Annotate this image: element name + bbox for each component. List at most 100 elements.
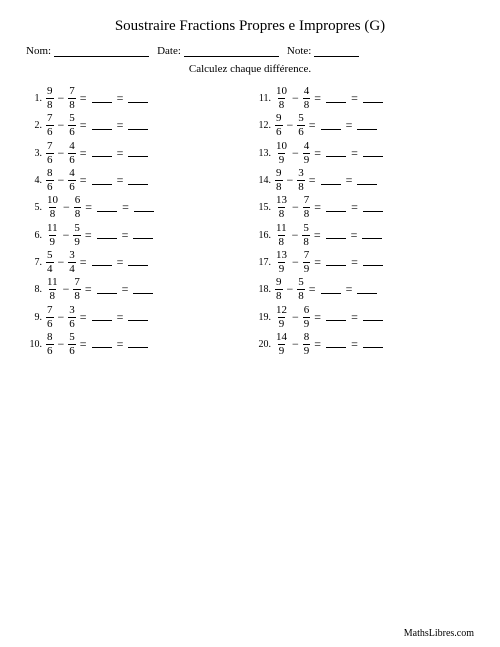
denominator: 6 [46,344,54,357]
note-line[interactable] [314,45,359,57]
answer-blank[interactable] [92,122,112,130]
answer-blank[interactable] [326,340,346,348]
denominator: 8 [73,289,81,302]
problem-number: 9. [26,312,46,323]
equals-sign: = [76,118,91,133]
answer-blank[interactable] [363,149,383,157]
answer-blank[interactable] [321,122,341,130]
denominator: 6 [297,125,305,138]
numerator: 3 [68,250,76,262]
equals-sign: = [347,228,362,243]
answer-blank[interactable] [92,313,112,321]
answer-blank[interactable] [92,258,112,266]
numerator: 8 [46,168,54,180]
answer-blank[interactable] [128,340,148,348]
answer-blank[interactable] [128,149,148,157]
problem-row: 12.96−56== [255,112,474,139]
worksheet-page: Soustraire Fractions Propres e Impropres… [0,0,500,647]
denominator: 6 [46,125,54,138]
answer-blank[interactable] [363,258,383,266]
answer-blank[interactable] [357,122,377,130]
answer-blank[interactable] [128,313,148,321]
date-line[interactable] [184,45,279,57]
problem-row: 11.108−48== [255,85,474,112]
fraction: 79 [303,250,311,275]
equals-sign: = [113,91,128,106]
answer-blank[interactable] [97,204,117,212]
equals-sign: = [305,282,320,297]
equals-sign: = [310,91,325,106]
numerator: 4 [303,141,311,153]
answer-blank[interactable] [363,95,383,103]
fraction: 119 [46,223,59,248]
problem-number: 7. [26,257,46,268]
fraction: 118 [275,223,288,248]
minus-operator: − [288,255,303,270]
problem-number: 17. [255,257,275,268]
answer-blank[interactable] [363,340,383,348]
answer-blank[interactable] [133,286,153,294]
answer-blank[interactable] [326,258,346,266]
fraction: 76 [46,141,54,166]
answer-blank[interactable] [128,122,148,130]
numerator: 9 [275,277,283,289]
fraction: 108 [46,195,59,220]
problem-row: 2.76−56== [26,112,245,139]
answer-blank[interactable] [326,204,346,212]
problem-row: 19.129−69== [255,303,474,330]
fraction: 76 [46,305,54,330]
denominator: 8 [303,98,311,111]
numerator: 11 [275,223,288,235]
problem-number: 11. [255,93,275,104]
equals-sign: = [76,91,91,106]
numerator: 8 [303,332,311,344]
answer-blank[interactable] [92,340,112,348]
name-line[interactable] [54,45,149,57]
equals-sign: = [81,282,96,297]
answer-blank[interactable] [128,177,148,185]
equals-sign: = [81,200,96,215]
minus-operator: − [54,91,69,106]
numerator: 13 [275,195,288,207]
answer-blank[interactable] [326,313,346,321]
equals-sign: = [118,228,133,243]
equals-sign: = [113,255,128,270]
answer-blank[interactable] [326,149,346,157]
answer-blank[interactable] [133,231,153,239]
answer-blank[interactable] [321,286,341,294]
equals-sign: = [118,200,133,215]
answer-blank[interactable] [357,177,377,185]
answer-blank[interactable] [357,286,377,294]
fraction: 96 [275,113,283,138]
minus-operator: − [59,228,74,243]
answer-blank[interactable] [92,95,112,103]
answer-blank[interactable] [97,286,117,294]
equals-sign: = [118,282,133,297]
answer-blank[interactable] [363,204,383,212]
answer-blank[interactable] [363,313,383,321]
denominator: 9 [303,153,311,166]
answer-blank[interactable] [128,95,148,103]
fraction: 46 [68,168,76,193]
answer-blank[interactable] [134,204,154,212]
fraction: 38 [297,168,305,193]
denominator: 8 [275,289,283,302]
equals-sign: = [76,255,91,270]
answer-blank[interactable] [92,177,112,185]
answer-blank[interactable] [326,95,346,103]
page-title: Soustraire Fractions Propres e Impropres… [26,18,474,35]
answer-blank[interactable] [92,149,112,157]
denominator: 8 [297,180,305,193]
problem-row: 6.119−59== [26,221,245,248]
answer-blank[interactable] [97,231,117,239]
answer-blank[interactable] [321,177,341,185]
equals-sign: = [347,255,362,270]
equals-sign: = [310,255,325,270]
answer-blank[interactable] [326,231,346,239]
fraction: 98 [275,168,283,193]
denominator: 8 [68,98,76,111]
answer-blank[interactable] [128,258,148,266]
equals-sign: = [347,91,362,106]
answer-blank[interactable] [362,231,382,239]
equals-sign: = [76,310,91,325]
